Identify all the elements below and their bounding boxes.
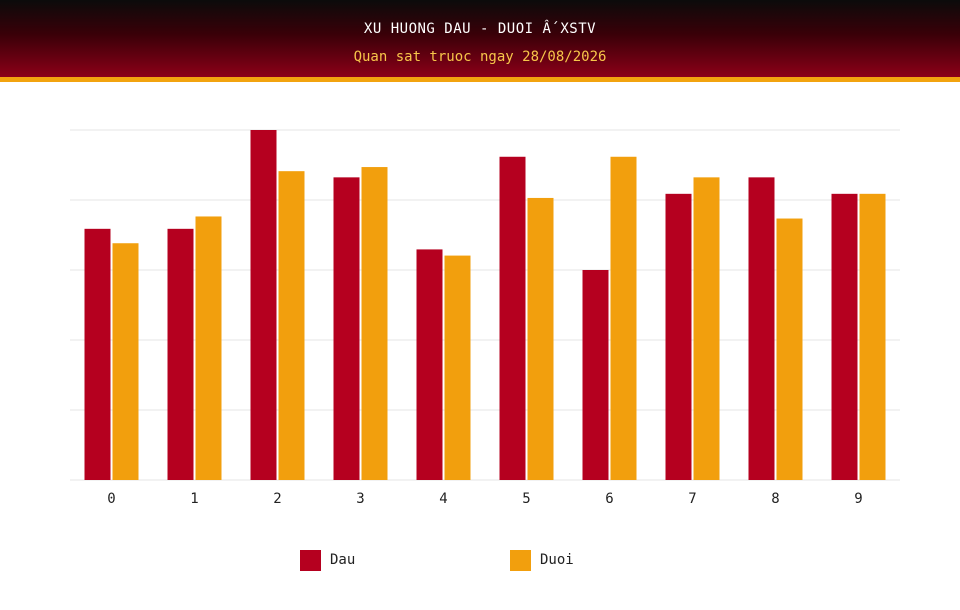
x-tick-label: 1: [190, 491, 198, 507]
bar-duoi-3[interactable]: [361, 167, 388, 480]
x-tick-label: 2: [273, 491, 281, 507]
bar-duoi-9[interactable]: [859, 193, 886, 480]
x-tick-label: 6: [605, 491, 613, 507]
chart-title: XU HUONG DAU - DUOI Ấ XSTV: [363, 21, 597, 37]
bar-duoi-2[interactable]: [278, 171, 305, 481]
bar-duoi-8[interactable]: [776, 218, 803, 480]
bar-duoi-1[interactable]: [195, 216, 222, 480]
legend-item-duoi[interactable]: Duoi: [510, 549, 574, 571]
bar-dau-8[interactable]: [748, 177, 775, 480]
bar-dau-6[interactable]: [582, 270, 609, 480]
bar-dau-7[interactable]: [665, 193, 692, 480]
bar-dau-2[interactable]: [250, 130, 277, 480]
x-tick-label: 7: [688, 491, 696, 507]
legend-swatch-dau: [300, 549, 321, 571]
x-tick-label: 5: [522, 491, 530, 507]
bar-duoi-6[interactable]: [610, 156, 637, 480]
bar-dau-5[interactable]: [499, 156, 526, 480]
bar-duoi-4[interactable]: [444, 255, 471, 480]
chart-header: XU HUONG DAU - DUOI Ấ XSTV Quan sat truo…: [0, 0, 960, 82]
legend-swatch-duoi: [510, 549, 531, 571]
bar-dau-0[interactable]: [84, 228, 111, 480]
legend-label-dau: Dau: [330, 552, 356, 568]
bar-duoi-0[interactable]: [112, 243, 139, 480]
x-tick-label: 9: [854, 491, 862, 507]
x-tick-label: 0: [107, 491, 115, 507]
x-tick-label: 8: [771, 491, 779, 507]
bar-dau-4[interactable]: [416, 249, 443, 480]
x-tick-label: 4: [439, 491, 447, 507]
bar-duoi-5[interactable]: [527, 197, 554, 481]
bar-dau-1[interactable]: [167, 228, 194, 480]
x-tick-label: 3: [356, 491, 364, 507]
bar-dau-9[interactable]: [831, 193, 858, 480]
chart-legend: Dau Duoi: [0, 549, 960, 573]
legend-item-dau[interactable]: Dau: [300, 549, 355, 571]
chart-subtitle: Quan sat truoc ngay 28/08/2026: [353, 49, 607, 65]
bar-dau-3[interactable]: [333, 177, 360, 480]
bar-duoi-7[interactable]: [693, 177, 720, 480]
bar-chart: 0 1 2 3 4 5 6 7 8 9: [70, 129, 900, 507]
legend-label-duoi: Duoi: [540, 552, 574, 568]
